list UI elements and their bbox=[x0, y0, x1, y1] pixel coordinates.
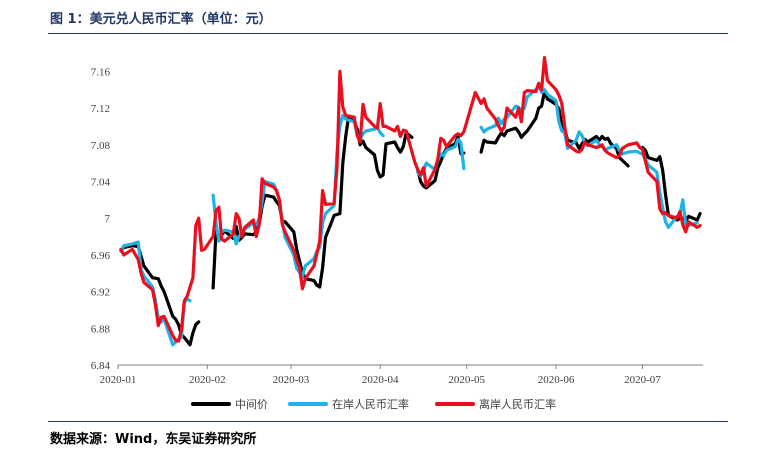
y-tick-label: 7.12 bbox=[91, 103, 110, 115]
x-tick-label: 2020-01 bbox=[100, 374, 137, 386]
y-tick-label: 7.08 bbox=[91, 140, 111, 152]
x-tick-label: 2020-06 bbox=[538, 374, 575, 386]
series-line-1 bbox=[479, 84, 699, 229]
x-tick-label: 2020-02 bbox=[189, 374, 226, 386]
series-line-2 bbox=[119, 56, 702, 343]
legend-label-0: 中间价 bbox=[235, 398, 268, 411]
chart-axes: 6.84 6.88 6.92 6.96 7 7.04 7.08 7.12 7.16 2020-01… bbox=[91, 66, 703, 386]
title-rule bbox=[48, 33, 728, 34]
y-tick-label: 7.16 bbox=[91, 66, 111, 78]
series-line-0 bbox=[211, 115, 414, 290]
series-line-0 bbox=[416, 134, 466, 190]
chart-series-lines bbox=[119, 56, 702, 347]
source-rule bbox=[48, 421, 728, 422]
x-tick-label: 2020-04 bbox=[362, 374, 399, 386]
y-tick-label: 6.92 bbox=[91, 287, 110, 299]
x-tick-label: 2020-05 bbox=[448, 374, 485, 386]
y-tick-label: 7 bbox=[105, 213, 111, 225]
legend-label-1: 在岸人民币汇率 bbox=[332, 397, 409, 411]
legend-label-2: 离岸人民币汇率 bbox=[479, 397, 556, 411]
chart-legend: 中间价 在岸人民币汇率 离岸人民币汇率 bbox=[191, 397, 556, 411]
figure-title: 图 1：美元兑人民币汇率（单位：元） bbox=[50, 12, 272, 27]
y-tick-label: 6.84 bbox=[91, 360, 111, 372]
series-line-0 bbox=[640, 145, 702, 223]
x-tick-label: 2020-03 bbox=[273, 374, 310, 386]
x-tick-label: 2020-07 bbox=[624, 374, 661, 386]
y-tick-label: 6.96 bbox=[91, 250, 111, 262]
data-source-note: 数据来源：Wind，东吴证券研究所 bbox=[50, 432, 257, 447]
y-tick-label: 6.88 bbox=[91, 323, 111, 335]
y-tick-label: 7.04 bbox=[91, 176, 111, 188]
